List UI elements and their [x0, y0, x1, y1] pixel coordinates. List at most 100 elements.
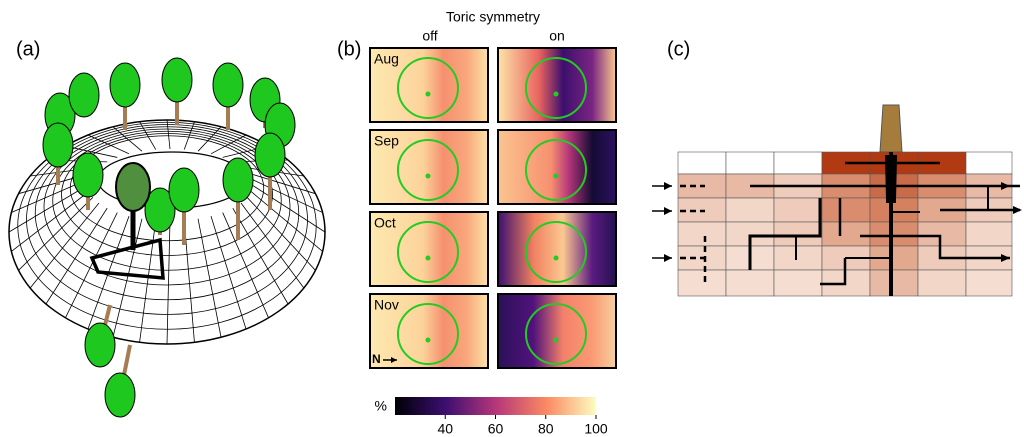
torus-parallel: [34, 126, 300, 301]
torus-meridian: [166, 119, 171, 150]
torus-meridian: [65, 212, 118, 318]
flow-line: [820, 258, 847, 286]
torus-meridian: [222, 212, 269, 318]
panel-label: (a): [16, 38, 40, 60]
range-circle: [397, 303, 459, 365]
chimney: [879, 104, 903, 153]
torus-meridian: [250, 178, 323, 213]
torus-meridian: [240, 202, 305, 289]
flow-line: [860, 234, 1010, 260]
panel-title: Toric symmetry: [446, 9, 540, 25]
range-circle: [525, 221, 587, 283]
torus-meridian: [251, 184, 326, 233]
colorbar-tick-label: 40: [437, 421, 453, 437]
grid-cell: [773, 245, 823, 271]
center-dot: [425, 173, 431, 179]
flow-line: [884, 155, 898, 203]
torus-meridian: [29, 202, 100, 289]
grid-cell: [677, 151, 727, 175]
row-label: Nov: [374, 297, 399, 313]
torus-meridian: [87, 134, 130, 155]
heatmap: [497, 47, 617, 123]
center-dot: [425, 337, 431, 343]
center-dot: [553, 337, 559, 343]
torus-meridian: [112, 218, 143, 338]
heatmap: [497, 129, 617, 205]
center-dot: [425, 91, 431, 97]
torus-parallel: [52, 130, 282, 271]
grid-cell: [677, 221, 727, 247]
heatmap: [369, 211, 489, 287]
grid-cell: [917, 269, 967, 297]
colorbar-label: %: [375, 398, 387, 414]
row-label: Oct: [374, 215, 396, 231]
tree-crown: [161, 57, 193, 103]
range-circle: [525, 303, 587, 365]
grid-cell: [965, 269, 1013, 297]
panel-label: (c): [667, 38, 690, 60]
row-label: Aug: [374, 51, 399, 67]
torus-meridian: [18, 197, 94, 271]
colorbar-tick-label: 100: [584, 421, 608, 437]
grid-cell: [821, 197, 871, 223]
colorbar-ramp: [395, 397, 596, 415]
grid-cell: [725, 269, 775, 297]
torus-meridian: [210, 134, 247, 155]
torus-meridian: [8, 184, 89, 233]
range-circle: [525, 139, 587, 201]
tree-crown: [212, 62, 244, 108]
range-circle: [397, 139, 459, 201]
torus-meridian: [197, 126, 222, 152]
grid-cell: [773, 221, 823, 247]
heatmap: [497, 293, 617, 369]
arrowhead: [664, 207, 672, 215]
tree-crown: [109, 62, 141, 108]
torus-meridian: [139, 121, 157, 150]
arrowhead: [1001, 254, 1010, 262]
torus-parallel: [61, 133, 273, 256]
range-circle: [397, 57, 459, 119]
center-dot: [553, 91, 559, 97]
grid-cell: [677, 269, 727, 297]
tree-crown: [222, 157, 254, 203]
heatmap: [369, 293, 489, 369]
range-circle: [397, 221, 459, 283]
center-dot: [425, 255, 431, 261]
panel-label: (b): [337, 38, 361, 60]
arrowhead: [1001, 182, 1010, 190]
heatmap: [369, 47, 489, 123]
heatmap: [369, 129, 489, 205]
panel-c: [652, 104, 1022, 297]
grid-cell: [821, 221, 871, 247]
torus-meridian: [246, 197, 316, 271]
grid-cell: [773, 269, 823, 297]
center-dot: [553, 255, 559, 261]
grid-cell: [917, 221, 967, 247]
torus-meridian: [232, 207, 289, 305]
colorbar: % 40 60 80 100: [375, 397, 608, 437]
torus-meridian: [197, 218, 222, 338]
column-label: off: [422, 28, 437, 44]
grid-cell: [965, 221, 1013, 247]
arrowhead: [1013, 206, 1022, 214]
tree-crown: [72, 152, 104, 198]
focal-tree: [115, 162, 151, 212]
tree-crown: [254, 132, 286, 178]
heatmap: [497, 211, 617, 287]
colorbar-tick-label: 80: [538, 421, 554, 437]
highlight-cell: [89, 237, 165, 280]
north-label: N: [372, 352, 381, 366]
grid-cell: [869, 269, 919, 297]
tree-crown: [168, 167, 200, 213]
torus-meridian: [210, 216, 247, 330]
torus-parallel: [43, 128, 291, 286]
grid-cell: [725, 151, 775, 175]
trees: [42, 57, 296, 418]
tree-crown: [104, 372, 136, 418]
row-label: Sep: [374, 133, 399, 149]
heatmaps: Aug Sep Oct Nov N: [369, 47, 617, 369]
grid-cell: [773, 151, 823, 175]
tree-crown: [68, 72, 100, 118]
grid-cell: [965, 151, 1013, 175]
